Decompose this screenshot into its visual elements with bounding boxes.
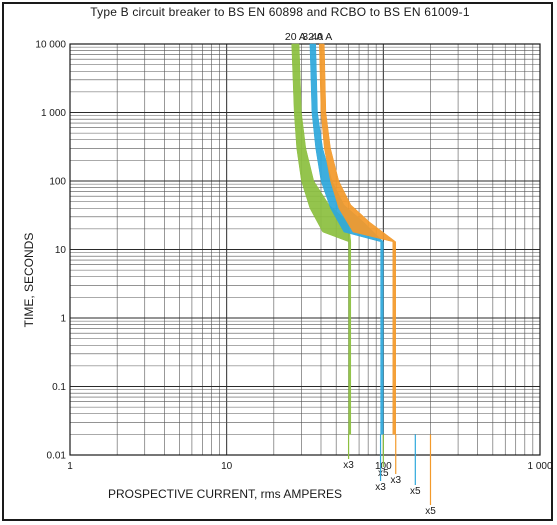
plot-border (69, 43, 541, 456)
y-tick-label: 0.01 (47, 451, 67, 462)
y-tick-label: 10 000 (35, 40, 66, 51)
y-tick-label: 100 (49, 177, 66, 188)
x-tick-label: 10 (221, 461, 233, 472)
y-axis-ticks: 10 000 1 000 100 10 1 0.1 0.01 (35, 40, 66, 462)
multiple-marker-label: x3 (390, 475, 401, 486)
y-axis-label: TIME, SECONDS (22, 233, 36, 328)
y-tick-label: 0.1 (52, 382, 66, 393)
y-tick-label: 1 000 (41, 108, 66, 119)
series-label: 20 A (285, 31, 306, 43)
y-tick-label: 1 (60, 314, 66, 325)
band-40a (319, 43, 396, 435)
multiple-marker-label: x5 (425, 506, 436, 517)
multiple-marker-label: x5 (410, 486, 421, 497)
x-axis-ticks: 1 10 100 1 000 (67, 461, 553, 472)
x-axis-label: PROSPECTIVE CURRENT, rms AMPERES (108, 487, 342, 501)
x-tick-label: 1 (67, 461, 73, 472)
chart-title: Type B circuit breaker to BS EN 60898 an… (90, 5, 470, 19)
series-label: 40 A (311, 31, 332, 43)
y-tick-label: 10 (55, 245, 67, 256)
curve-bands (291, 43, 396, 435)
multiple-marker-label: x3 (343, 460, 354, 471)
series-label: 32 A (302, 31, 323, 43)
series-labels: 20 A32 A40 A (285, 31, 332, 43)
multiple-marker-label: x3 (375, 482, 386, 493)
multiple-marker-label: x5 (378, 468, 389, 479)
x-tick-label: 1 000 (527, 461, 552, 472)
grid (69, 43, 541, 456)
